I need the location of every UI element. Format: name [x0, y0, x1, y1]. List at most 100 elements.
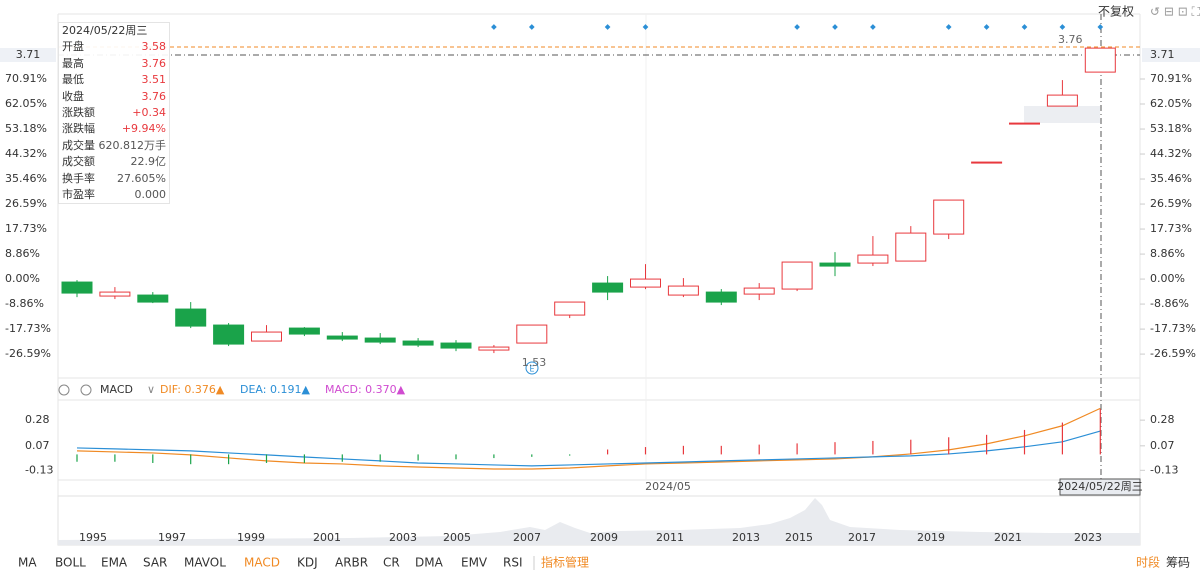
info-label: 涨跌额: [62, 105, 95, 119]
candle-body: [402, 340, 434, 346]
toolbar-item[interactable]: KDJ: [297, 556, 318, 570]
candle-body: [743, 287, 775, 295]
candle-body: [971, 161, 1003, 164]
info-value: 3.58: [141, 40, 167, 54]
close-icon[interactable]: [80, 384, 92, 396]
event-dot: [1097, 24, 1104, 30]
y-tick-label: 70.91%: [5, 72, 47, 85]
reset-icon[interactable]: ↺ ⊟ ⊡ ⛶: [1150, 5, 1200, 19]
event-marker[interactable]: [525, 361, 539, 375]
event-dot: [794, 24, 800, 30]
y-tick-label: 62.05%: [5, 97, 47, 110]
info-value: 0.000: [134, 187, 167, 201]
y-tick-label: 0.28: [25, 413, 50, 426]
info-row: 最低 3.51: [59, 72, 169, 88]
info-value: 3.76: [141, 89, 167, 103]
info-label: 最高: [62, 56, 84, 70]
navigator-year: 2019: [917, 531, 945, 544]
y-tick-label: -0.13: [1150, 463, 1178, 476]
info-label: 收盘: [62, 89, 84, 103]
info-label: 涨跌幅: [62, 122, 95, 136]
x-axis-label: 2024/05: [645, 480, 691, 493]
settings-icon[interactable]: [58, 384, 70, 396]
y-tick-label: 53.18%: [5, 122, 47, 135]
y-tick-label: -17.73%: [5, 322, 51, 335]
y-tick-label: 35.46%: [1150, 172, 1192, 185]
toolbar-item[interactable]: MA: [18, 556, 37, 570]
y-tick-label: 17.73%: [1150, 222, 1192, 235]
candle-body: [895, 232, 927, 262]
candle-body: [326, 335, 358, 340]
y-tick-label: 0.28: [1150, 413, 1175, 426]
candle-body: [175, 308, 207, 327]
candle-body: [592, 282, 624, 293]
info-panel: 2024/05/22周三 开盘 3.58 最高 3.76 最低 3.51 收盘 3.76 涨跌额…: [58, 22, 170, 205]
candle-body: [516, 324, 548, 344]
info-row: 市盈率 0.000: [59, 187, 169, 203]
legend-entry: MACD: 0.370▲: [325, 383, 406, 396]
toolbar-item[interactable]: DMA: [415, 556, 444, 570]
toolbar-item[interactable]: BOLL: [55, 556, 86, 570]
toolbar-manage[interactable]: 指标管理: [541, 555, 589, 570]
candle-body: [288, 327, 320, 335]
y-tick-label: 35.46%: [5, 172, 47, 185]
y-tick-label: -26.59%: [1150, 347, 1196, 360]
crosshair-price-box: [1142, 48, 1200, 62]
legend-entry: DIF: 0.376▲: [160, 383, 225, 396]
candle-body: [1084, 47, 1116, 73]
toolbar-item[interactable]: MAVOL: [184, 556, 226, 570]
y-tick-label: 44.32%: [5, 147, 47, 160]
info-row: 收盘 3.76: [59, 89, 169, 105]
y-tick-label: 0.07: [25, 439, 50, 452]
y-tick-label: -26.59%: [5, 347, 51, 360]
adjust-mode[interactable]: 不复权: [1098, 5, 1134, 19]
navigator-year: 2007: [513, 531, 541, 544]
navigator-year: 2023: [1074, 531, 1102, 544]
info-row: 成交额 22.9亿: [59, 154, 169, 170]
y-tick-label: 44.32%: [1150, 147, 1192, 160]
toolbar-item[interactable]: CR: [383, 556, 400, 570]
y-tick-label: 26.59%: [5, 197, 47, 210]
toolbar-item[interactable]: MACD: [244, 556, 280, 570]
toolbar-item[interactable]: RSI: [503, 556, 523, 570]
navigator-year: 2013: [732, 531, 760, 544]
candle-body: [99, 291, 131, 297]
candle-body: [251, 331, 282, 342]
candle-body: [819, 262, 851, 267]
toolbar-item[interactable]: EMV: [461, 556, 488, 570]
legend-entry: DEA: 0.191▲: [240, 383, 310, 396]
info-value: 3.51: [141, 73, 167, 87]
event-dot: [945, 24, 952, 30]
navigator-area: [58, 498, 1140, 545]
event-dot: [832, 24, 838, 30]
toolbar-right-item[interactable]: 筹码: [1166, 556, 1190, 570]
event-dot: [604, 24, 611, 30]
highlight-zone: [1024, 106, 1100, 123]
y-tick-label: 0.07: [1150, 439, 1175, 452]
y-tick-label: 53.18%: [1150, 122, 1192, 135]
candle-body: [137, 294, 169, 303]
candle-body: [630, 278, 661, 288]
candle-body: [705, 291, 737, 303]
y-tick-label: 8.86%: [5, 247, 40, 260]
toolbar-right-item[interactable]: 时段: [1136, 555, 1160, 570]
candle-body: [781, 261, 813, 290]
toolbar-item[interactable]: EMA: [101, 556, 128, 570]
toolbar-item[interactable]: ARBR: [335, 556, 368, 570]
info-row: 涨跌幅 +9.94%: [59, 121, 169, 137]
dropdown-icon[interactable]: ∨: [147, 383, 155, 396]
event-dot: [528, 24, 535, 30]
y-tick-label: 70.91%: [1150, 72, 1192, 85]
y-tick-label: -17.73%: [1150, 322, 1196, 335]
y-tick-label: 0.00%: [5, 272, 40, 285]
crosshair-price: 3.71: [1150, 48, 1175, 61]
navigator-year: 2017: [848, 531, 876, 544]
event-dot: [983, 24, 990, 30]
info-value: 620.812万手: [98, 138, 167, 152]
toolbar-item[interactable]: SAR: [143, 556, 167, 570]
y-tick-label: -0.13: [25, 463, 53, 476]
info-label: 市盈率: [62, 187, 95, 201]
indicator-line: [76, 430, 1101, 467]
candle-body: [857, 254, 889, 264]
